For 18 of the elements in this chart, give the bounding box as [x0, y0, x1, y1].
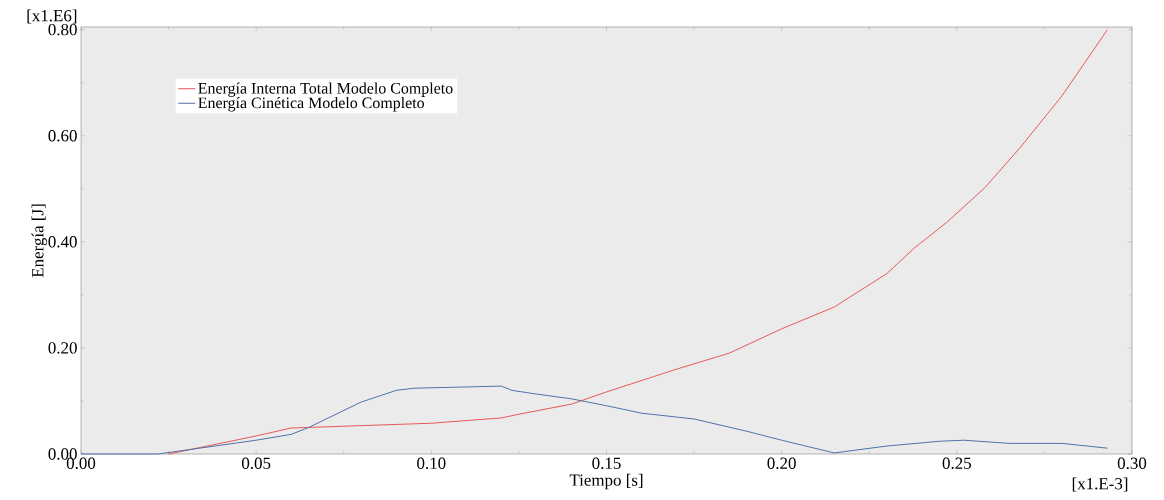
x-tick-label: 0.10 [417, 457, 446, 470]
legend-label: Energía Cinética Modelo Completo [198, 96, 424, 112]
x-tick-label: 0.30 [1117, 457, 1147, 470]
text: [x1.E6] [27, 9, 77, 24]
line-series [168, 29, 1108, 455]
x-tick-label: 0.15 [592, 457, 621, 470]
line-series [80, 385, 1108, 455]
legend-label: Energía Interna Total Modelo Completo [198, 82, 453, 97]
y-tick-label: 0.80 [48, 23, 77, 36]
x-tick-label: 0.20 [767, 457, 796, 470]
x-tick-label: 0.25 [942, 457, 971, 470]
y-tick-label: 0.40 [48, 236, 77, 248]
y-tick-label: 0.60 [48, 129, 77, 142]
x-tick-label: 0.05 [241, 457, 271, 470]
y-axis-title: Energía [J] [31, 204, 47, 278]
x-axis-title: Tiempo [s] [569, 473, 643, 490]
y-tick-label: 0.20 [48, 342, 77, 354]
text: [x1.E-3] [1072, 477, 1128, 492]
